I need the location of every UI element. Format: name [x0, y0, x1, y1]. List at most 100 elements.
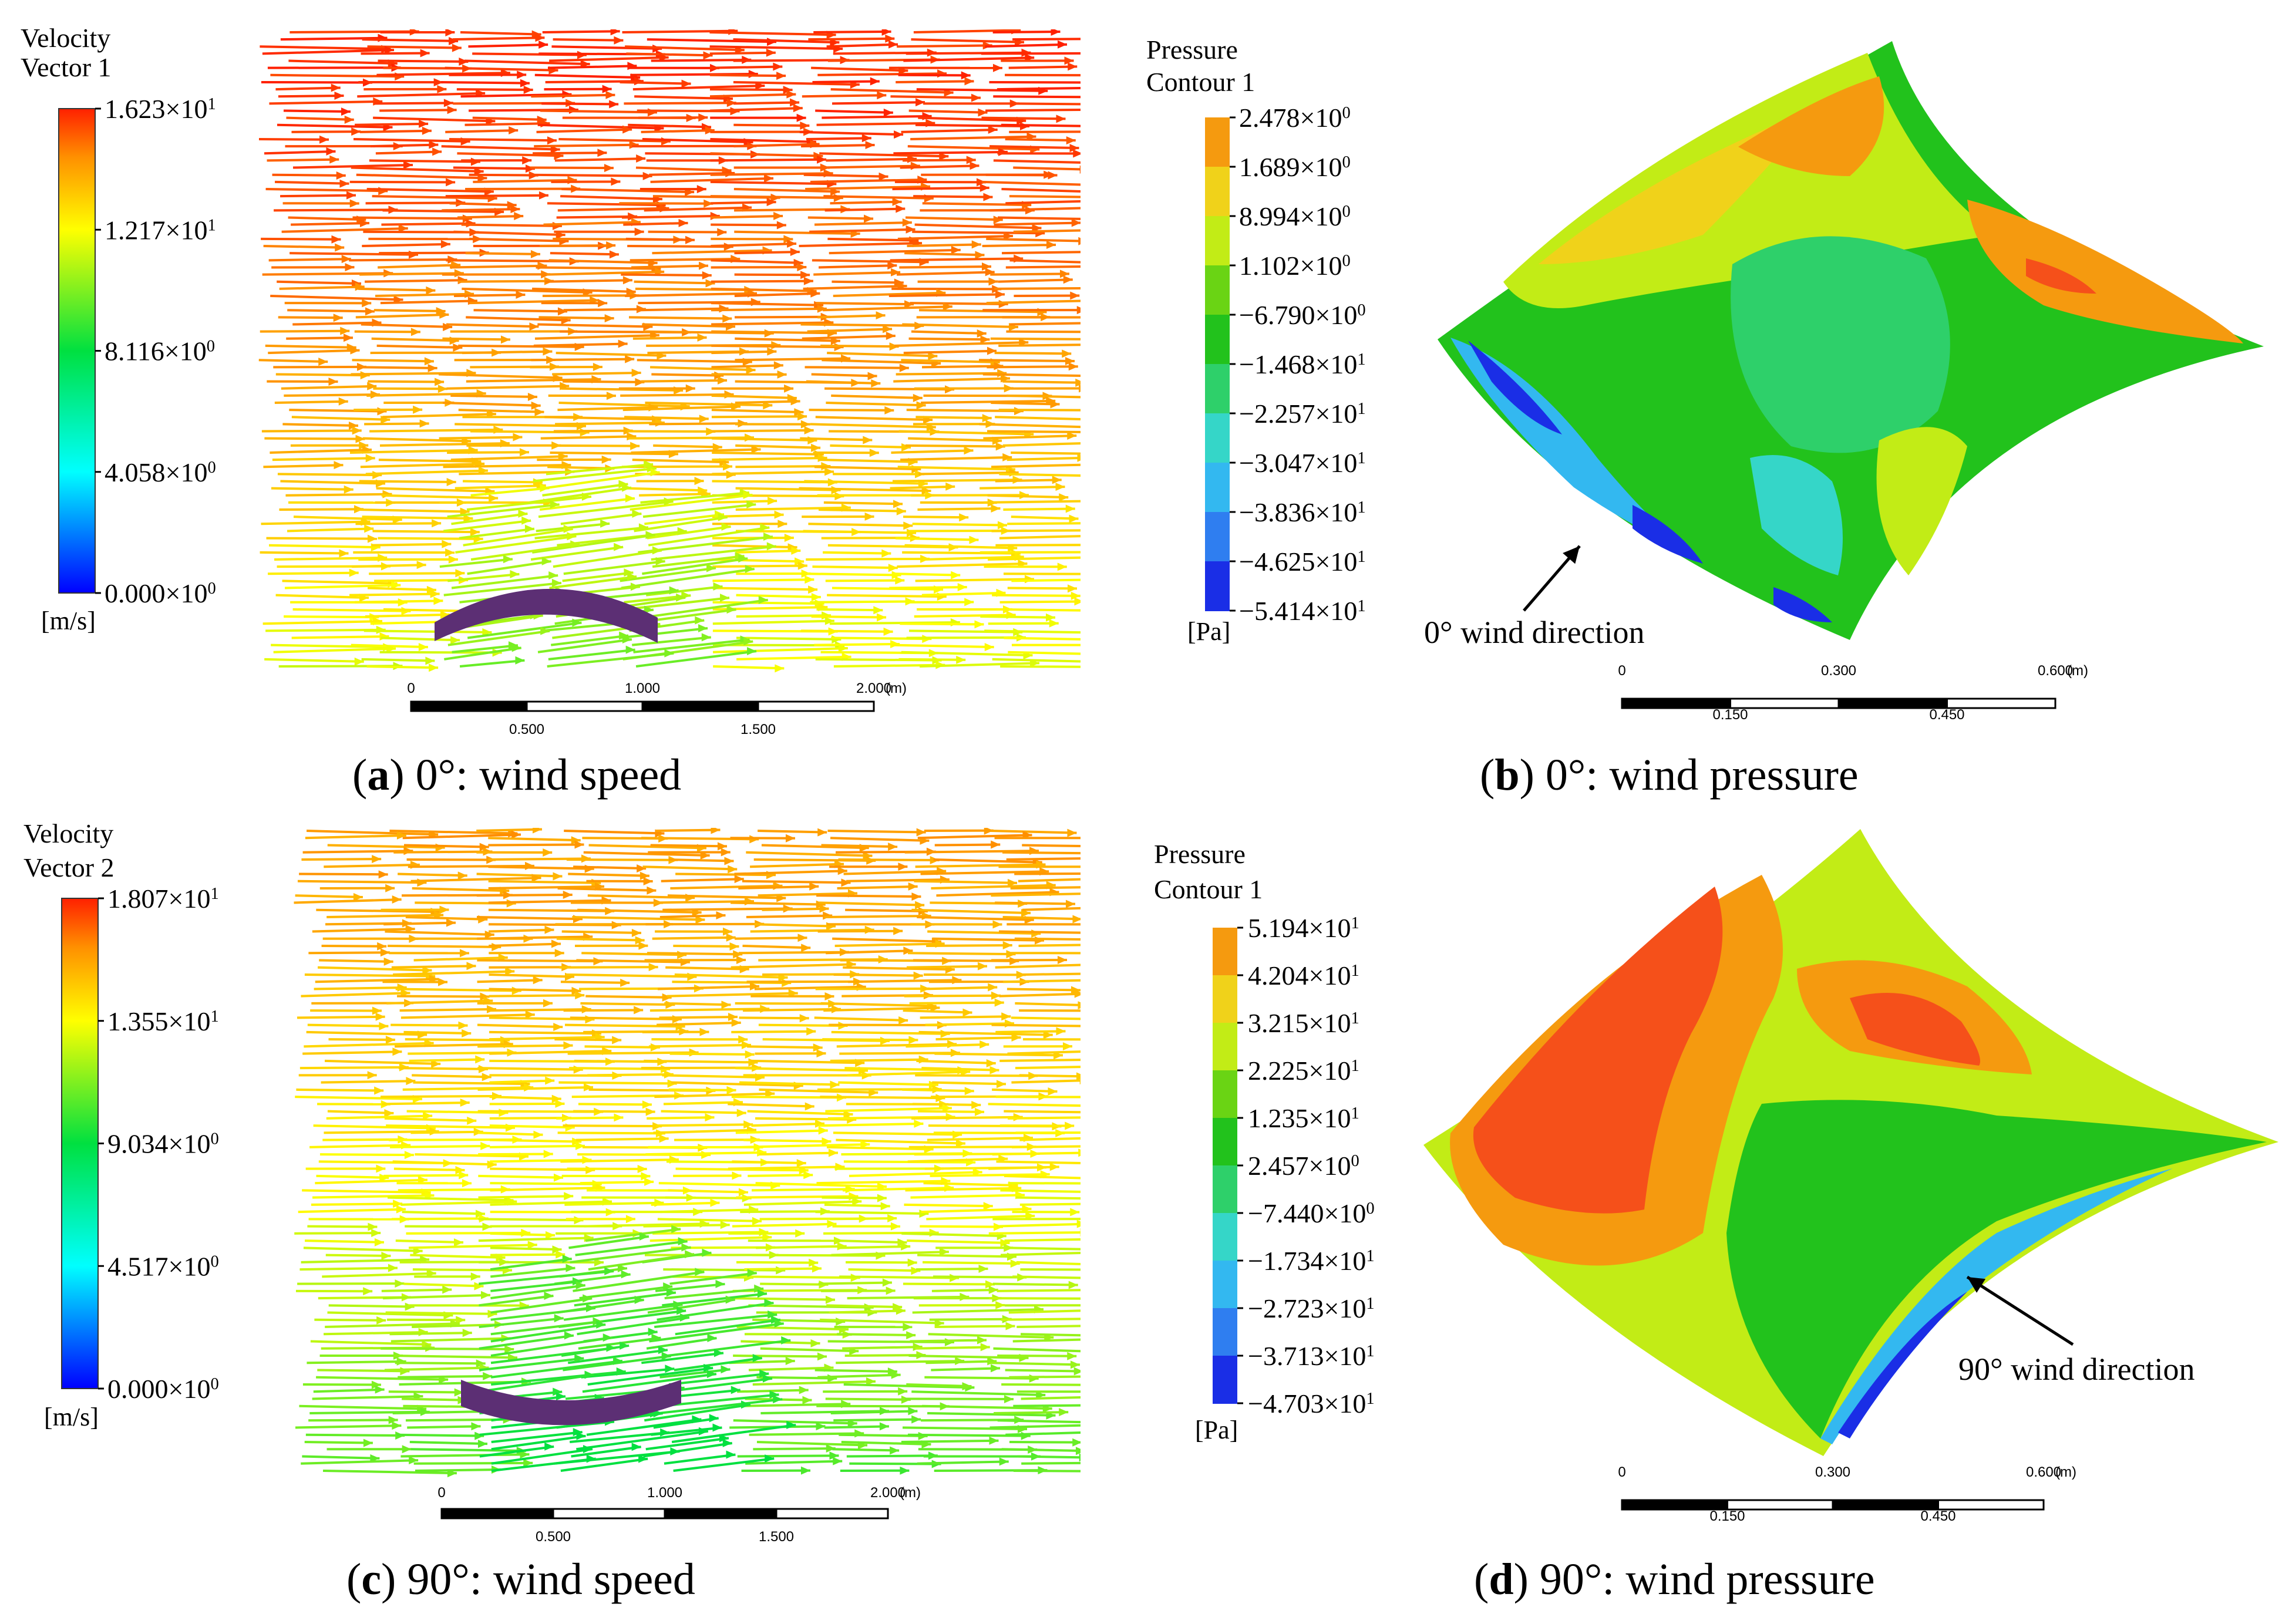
velocity-vector: [297, 880, 427, 884]
velocity-vector: [294, 898, 402, 904]
velocity-vector-head: [446, 178, 456, 187]
velocity-vector: [651, 1201, 720, 1206]
velocity-vector-head: [349, 199, 359, 208]
velocity-vector: [265, 344, 356, 349]
velocity-vector: [1002, 915, 1081, 921]
velocity-vector-head: [341, 107, 351, 116]
velocity-vector-head: [540, 484, 550, 493]
velocity-vector: [349, 449, 478, 454]
velocity-vector-head: [799, 1014, 809, 1023]
velocity-vector-head: [896, 507, 906, 515]
velocity-vector: [489, 988, 581, 992]
velocity-vector: [380, 299, 477, 305]
velocity-vector: [893, 150, 1008, 155]
velocity-vector-head: [489, 494, 499, 503]
velocity-vector: [490, 1266, 575, 1278]
velocity-vector: [549, 56, 669, 62]
velocity-vector-head: [721, 848, 731, 857]
velocity-vector: [913, 1103, 981, 1106]
velocity-vector-head: [760, 523, 770, 532]
velocity-vector-head: [671, 1225, 681, 1234]
velocity-vector-head: [982, 414, 992, 423]
velocity-vector: [754, 985, 866, 990]
velocity-vector-head: [1029, 659, 1039, 668]
velocity-vector-head: [928, 352, 938, 360]
velocity-vector-head: [618, 480, 628, 488]
velocity-vector: [318, 966, 432, 972]
velocity-vector: [415, 1153, 529, 1158]
velocity-vector-head: [800, 1466, 810, 1475]
velocity-vector: [815, 109, 893, 114]
velocity-vector: [657, 1218, 762, 1222]
velocity-vector-head: [830, 1080, 840, 1089]
velocity-vector: [269, 100, 383, 105]
velocity-vector: [477, 1067, 583, 1071]
velocity-vector-head: [443, 99, 453, 107]
velocity-vector: [647, 1116, 715, 1120]
velocity-vector: [261, 80, 372, 84]
legend-value: 2.457×100: [1248, 1151, 1359, 1181]
velocity-vector-head: [525, 1010, 535, 1019]
velocity-vector-head: [652, 546, 662, 555]
scale-label: 0.450: [1920, 1508, 1955, 1524]
velocity-vector-head: [783, 235, 793, 244]
velocity-vector: [813, 271, 901, 276]
velocity-vector: [669, 1272, 757, 1285]
velocity-vector: [833, 1131, 962, 1136]
scale-bar-segment: [410, 700, 528, 712]
velocity-vector: [921, 1208, 1032, 1214]
velocity-vector: [712, 500, 778, 504]
velocity-vector-head: [670, 1447, 680, 1456]
velocity-vector: [645, 1437, 729, 1451]
velocity-vector: [457, 152, 564, 157]
velocity-vector-head: [572, 1137, 582, 1146]
velocity-vector: [402, 1397, 467, 1401]
velocity-vector: [911, 1116, 1023, 1120]
velocity-vector: [822, 114, 932, 119]
velocity-vector-head: [1072, 915, 1081, 924]
velocity-vector-head: [339, 179, 349, 188]
velocity-vector: [817, 72, 947, 76]
velocity-vector: [319, 1153, 414, 1157]
velocity-vector: [653, 1128, 757, 1134]
velocity-vector-head: [898, 862, 908, 871]
velocity-vector: [901, 128, 998, 133]
velocity-vector-head: [459, 949, 469, 958]
velocity-vector-head: [951, 571, 961, 579]
velocity-vector: [996, 1222, 1081, 1228]
velocity-vector-head: [626, 288, 636, 297]
velocity-vector: [843, 1383, 975, 1389]
velocity-vector: [536, 128, 632, 133]
velocity-vector: [904, 252, 985, 257]
velocity-vector: [806, 557, 930, 561]
legend-title: Velocity: [23, 818, 113, 848]
velocity-vector: [534, 526, 649, 540]
scale-bar-segment: [641, 700, 759, 712]
velocity-vector: [295, 894, 363, 898]
velocity-vector: [987, 430, 1081, 433]
velocity-vector: [260, 551, 349, 555]
velocity-vector: [735, 444, 821, 449]
scale-label: (m): [886, 680, 907, 696]
velocity-vector-head: [738, 1188, 748, 1197]
velocity-vector: [756, 1441, 868, 1447]
velocity-vector-head: [797, 934, 807, 942]
velocity-vector: [908, 437, 1002, 442]
velocity-vector-head: [796, 1159, 806, 1168]
velocity-vector: [1015, 1002, 1081, 1006]
velocity-vector: [638, 301, 760, 305]
velocity-vector: [647, 952, 743, 956]
velocity-vector: [447, 503, 560, 518]
velocity-vector: [491, 1431, 583, 1443]
velocity-vector: [373, 309, 446, 312]
velocity-vector-head: [631, 1443, 641, 1451]
velocity-vector-head: [598, 299, 608, 308]
velocity-vector: [327, 1311, 453, 1317]
velocity-vector: [325, 1254, 391, 1258]
legend-value: 1.807×101: [107, 884, 219, 914]
velocity-vector-head: [1043, 1030, 1053, 1039]
velocity-vector-head: [573, 1065, 583, 1074]
velocity-vector-head: [568, 105, 578, 114]
velocity-vector: [304, 973, 436, 978]
velocity-vector: [554, 1038, 622, 1042]
